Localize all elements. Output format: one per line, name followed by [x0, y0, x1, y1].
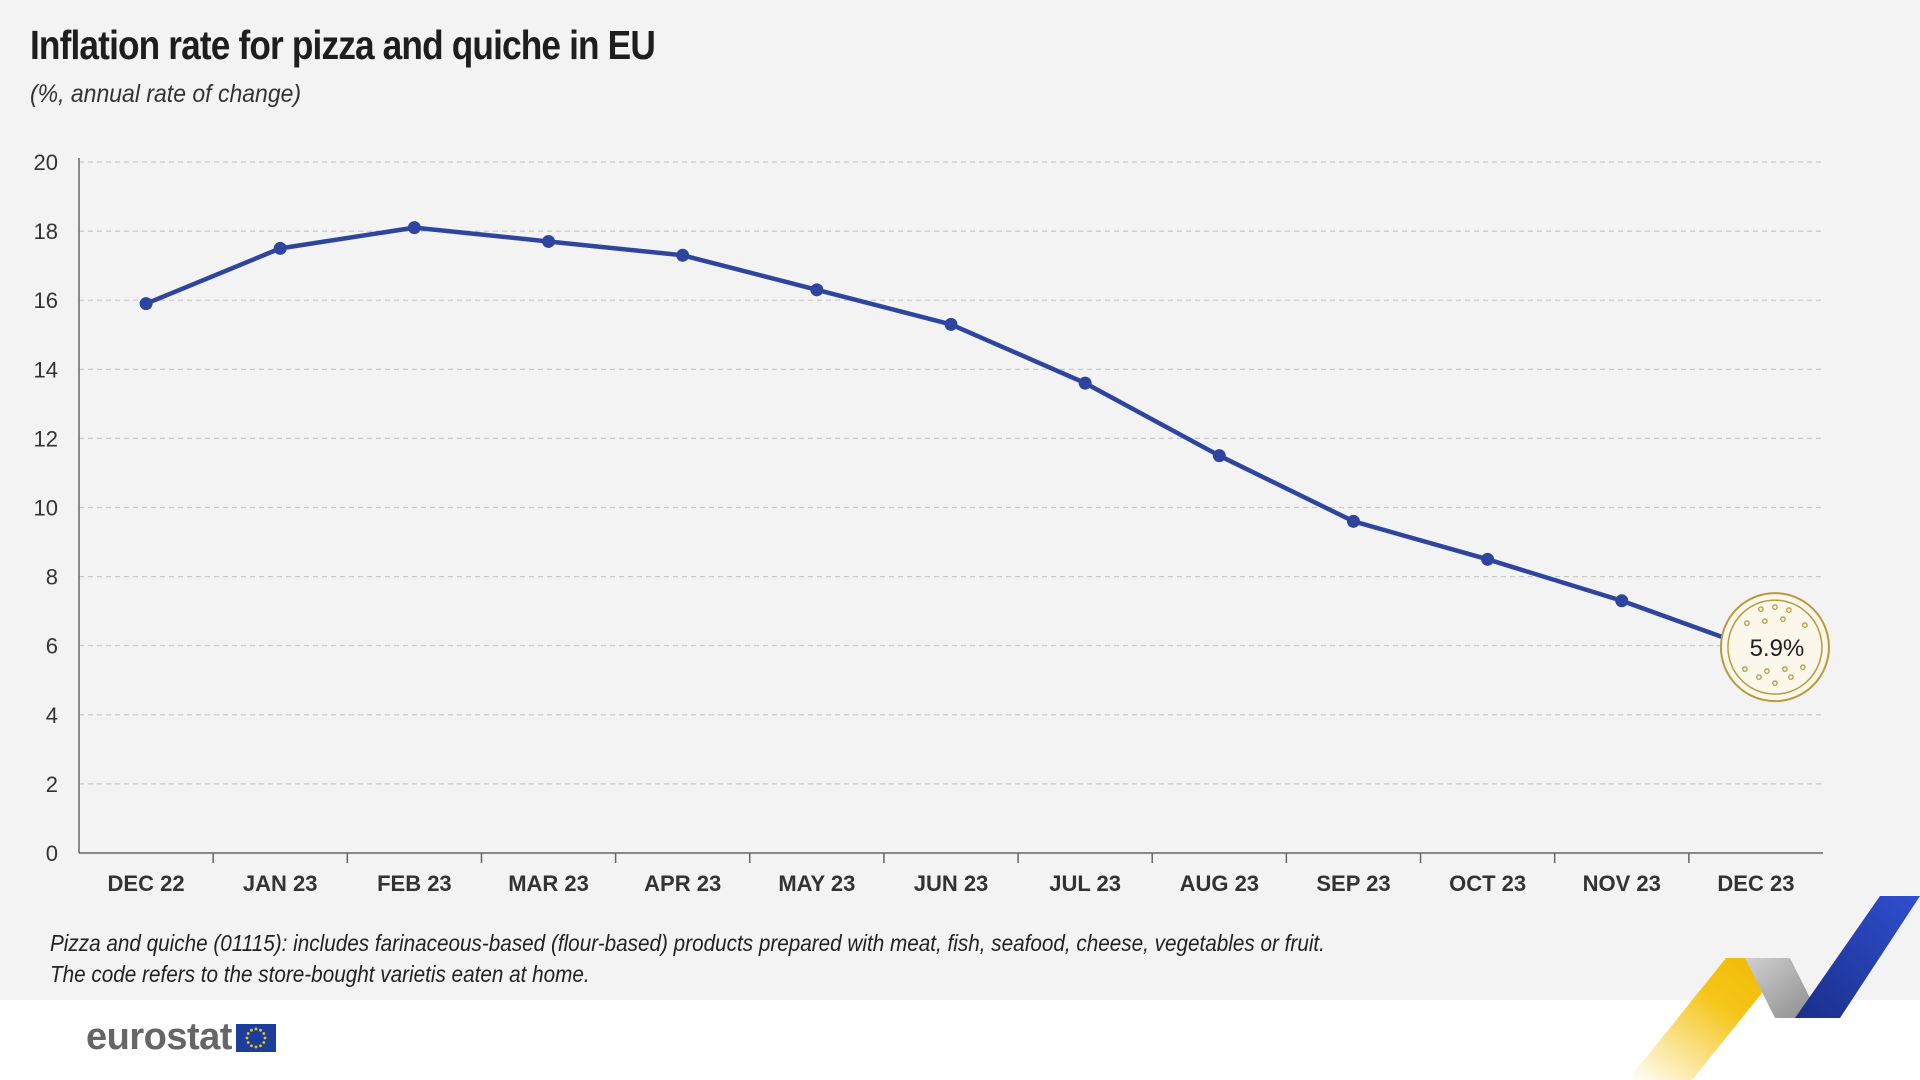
data-point — [1078, 376, 1092, 390]
y-tick-label: 18 — [34, 219, 58, 244]
data-point — [139, 297, 153, 311]
pizza-crust-ring — [1727, 599, 1823, 695]
data-point — [273, 241, 287, 255]
data-point — [944, 317, 958, 331]
y-tick-label: 20 — [34, 150, 58, 175]
data-point — [1481, 552, 1495, 566]
x-tick-label: JUN 23 — [914, 871, 989, 896]
topping-dot — [1772, 680, 1778, 687]
y-tick-label: 6 — [46, 634, 58, 659]
end-value-label: 5.9% — [1750, 635, 1805, 662]
footnote-line-2: The code refers to the store-bought vari… — [50, 961, 590, 987]
x-tick-label: NOV 23 — [1583, 871, 1661, 896]
chart-title: Inflation rate for pizza and quiche in E… — [30, 22, 656, 68]
y-tick-label: 14 — [34, 357, 58, 382]
pizza-icon — [1719, 592, 1830, 703]
topping-dot — [1762, 618, 1768, 625]
x-tick-label: JUL 23 — [1049, 871, 1121, 896]
topping-dot — [1758, 606, 1764, 613]
y-tick-label: 12 — [34, 426, 58, 451]
x-tick-label: MAR 23 — [508, 871, 589, 896]
topping-dot — [1744, 620, 1750, 627]
data-point — [1212, 449, 1226, 463]
y-tick-label: 4 — [46, 703, 58, 728]
x-tick-label: DEC 22 — [108, 871, 185, 896]
data-point — [407, 221, 421, 235]
y-tick-label: 8 — [46, 565, 58, 590]
y-tick-label: 0 — [46, 841, 58, 866]
series-layer — [139, 221, 1757, 652]
data-point — [676, 248, 690, 262]
end-annotation: 5.9% — [1719, 592, 1830, 703]
footnote: Pizza and quiche (01115): includes farin… — [50, 928, 1325, 990]
topping-dot — [1780, 616, 1786, 623]
x-tick-label: OCT 23 — [1449, 871, 1526, 896]
topping-dot — [1802, 622, 1808, 629]
x-tick-label: APR 23 — [644, 871, 721, 896]
x-tick-label: JAN 23 — [243, 871, 318, 896]
x-tick-label: AUG 23 — [1180, 871, 1259, 896]
y-axis-ticks: 0 2 4 6 8 10 12 14 16 18 20 — [34, 150, 58, 866]
y-tick-label: 10 — [34, 496, 58, 521]
brand-name: eurostat — [86, 1016, 232, 1058]
gridlines — [79, 161, 1823, 785]
topping-dot — [1756, 674, 1762, 681]
x-tick-label: SEP 23 — [1316, 871, 1390, 896]
data-point — [1346, 514, 1360, 528]
topping-dot — [1800, 664, 1806, 671]
x-tick-label: DEC 23 — [1717, 871, 1794, 896]
y-tick-label: 2 — [46, 772, 58, 797]
data-point — [810, 283, 824, 297]
data-point — [542, 234, 556, 248]
chart-subtitle: (%, annual rate of change) — [30, 80, 302, 108]
topping-dot — [1742, 666, 1748, 673]
topping-dot — [1786, 607, 1792, 614]
x-tick-label: MAY 23 — [778, 871, 855, 896]
topping-dot — [1782, 666, 1788, 673]
chart-panel — [0, 0, 1920, 1000]
eurostat-logo: eurostat — [86, 1016, 276, 1059]
data-point — [1615, 594, 1629, 608]
axes — [78, 158, 1823, 863]
line-chart: 0 2 4 6 8 10 12 14 16 18 20 DEC 22 JAN 23 FEB 23 MAR … — [34, 150, 1830, 896]
y-tick-label: 16 — [34, 288, 58, 313]
topping-dot — [1788, 674, 1794, 681]
topping-dot — [1764, 668, 1770, 675]
eu-flag-icon — [235, 1023, 276, 1052]
topping-dot — [1772, 604, 1778, 611]
x-axis-ticks: DEC 22 JAN 23 FEB 23 MAR 23 APR 23 MAY 23 JUN … — [108, 871, 1795, 896]
x-tick-label: FEB 23 — [377, 871, 452, 896]
footnote-line-1: Pizza and quiche (01115): includes farin… — [50, 930, 1325, 956]
